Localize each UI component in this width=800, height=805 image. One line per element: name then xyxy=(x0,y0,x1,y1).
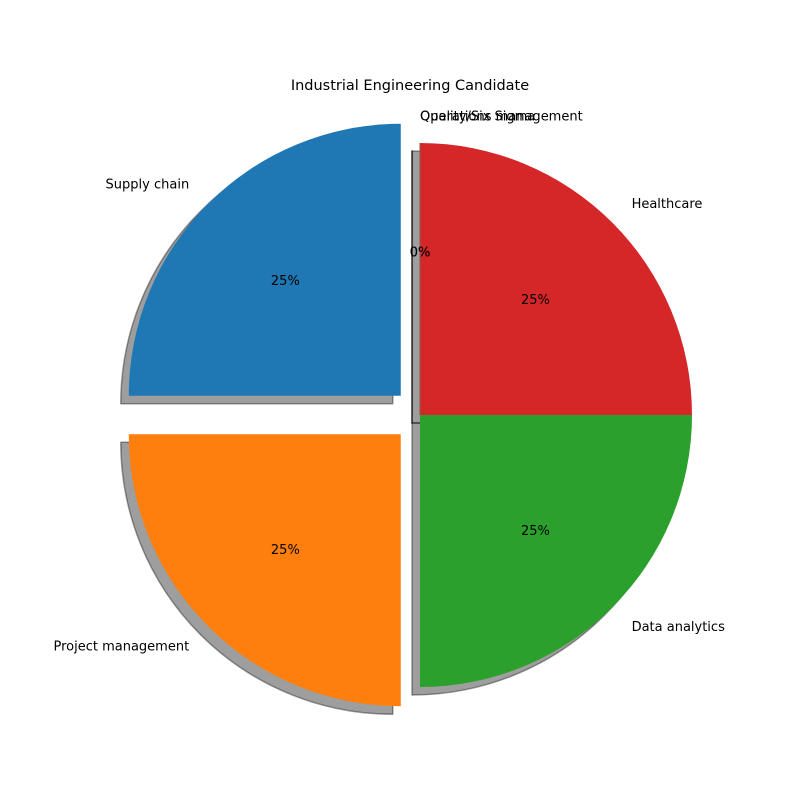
slice-label-project-management: Project management xyxy=(53,639,189,654)
pie-slice-healthcare[interactable] xyxy=(420,143,692,415)
slice-label-healthcare: Healthcare xyxy=(632,197,703,212)
pie-slice-supply-chain[interactable] xyxy=(128,123,401,396)
pie-slice-data-analytics[interactable] xyxy=(420,415,692,687)
slice-layer xyxy=(128,123,692,707)
slice-label-data-analytics: Data analytics xyxy=(632,620,726,635)
slice-label-supply-chain: Supply chain xyxy=(106,178,190,193)
slice-label-operations-management: Operations management xyxy=(420,109,583,124)
label-layer: Supply chain 25% Project management 25% Data… xyxy=(53,109,725,654)
slice-percent-healthcare: 25% xyxy=(521,293,550,308)
chart-title: Industrial Engineering Candidate xyxy=(291,78,529,94)
slice-percent-operations-management: 0% xyxy=(410,245,431,260)
slice-label-quality-six-sigma: Quality/Six Sigma xyxy=(420,109,535,124)
slice-percent-data-analytics: 25% xyxy=(521,524,550,539)
pie-slice-project-management[interactable] xyxy=(128,434,401,707)
slice-percent-supply-chain: 25% xyxy=(271,274,300,289)
slice-percent-quality-six-sigma: 0% xyxy=(410,245,431,260)
slice-percent-project-management: 25% xyxy=(271,543,300,558)
